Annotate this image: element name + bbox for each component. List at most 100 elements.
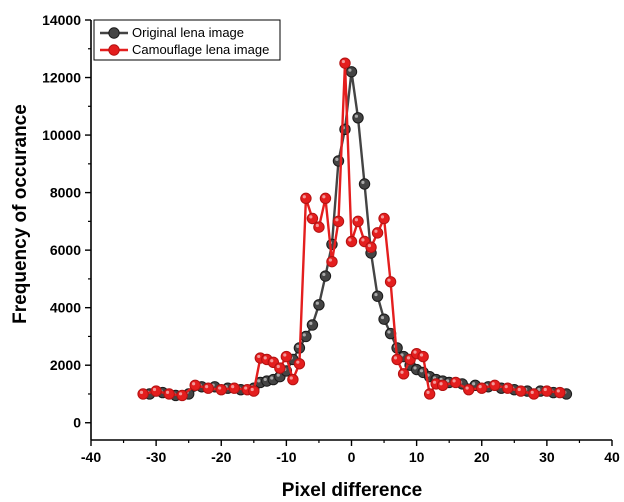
marker-highlight — [205, 385, 209, 389]
y-tick-label: 14000 — [42, 12, 81, 28]
series-camouflage-lena — [137, 57, 566, 402]
y-tick-label: 8000 — [50, 185, 81, 201]
marker-highlight — [250, 387, 254, 392]
marker-highlight — [517, 387, 521, 392]
marker-highlight — [302, 195, 306, 199]
x-tick-label: 20 — [474, 449, 490, 465]
marker-highlight — [315, 223, 319, 228]
data-point-camouflage-lena — [489, 379, 501, 392]
marker-highlight — [387, 278, 391, 282]
marker-highlight — [283, 353, 287, 357]
data-point-camouflage-lena — [319, 192, 332, 205]
data-point-camouflage-lena — [450, 376, 462, 389]
marker-highlight — [387, 330, 391, 334]
marker-highlight — [263, 377, 267, 382]
marker-highlight — [315, 301, 319, 305]
marker-highlight — [296, 360, 300, 364]
data-point-original-lena — [306, 319, 319, 331]
y-axis-title: Frequency of occurance — [10, 104, 31, 324]
x-tick-label: 40 — [604, 449, 620, 465]
data-point-camouflage-lena — [339, 57, 351, 69]
marker-highlight — [322, 272, 326, 277]
data-point-camouflage-lena — [326, 255, 338, 268]
data-point-camouflage-lena — [528, 388, 540, 400]
marker-highlight — [218, 386, 222, 390]
legend-label-original: Original lena image — [132, 25, 244, 40]
data-point-camouflage-lena — [397, 368, 410, 380]
marker-highlight — [419, 369, 424, 373]
marker-highlight — [231, 385, 235, 389]
marker-highlight — [432, 380, 437, 384]
y-tick-label: 2000 — [50, 357, 81, 373]
marker-highlight — [192, 382, 196, 386]
data-point-camouflage-lena — [215, 383, 227, 396]
y-tick-label: 12000 — [42, 70, 81, 86]
marker-highlight — [270, 376, 274, 380]
y-tick-label: 0 — [73, 415, 81, 431]
data-point-original-lena — [358, 178, 371, 190]
marker-highlight — [309, 215, 313, 219]
marker-highlight — [348, 68, 352, 72]
data-point-camouflage-lena — [502, 382, 514, 394]
marker-highlight — [152, 387, 157, 392]
marker-highlight — [296, 344, 300, 348]
marker-highlight — [178, 392, 183, 396]
marker-highlight — [419, 353, 424, 357]
marker-highlight — [328, 258, 332, 262]
marker-highlight — [530, 390, 534, 394]
y-tick-label: 4000 — [50, 300, 81, 316]
marker-highlight — [380, 215, 385, 219]
marker-highlight — [348, 238, 352, 242]
data-point-camouflage-lena — [554, 386, 566, 399]
data-point-camouflage-lena — [541, 385, 553, 397]
x-tick-label: 10 — [409, 449, 425, 465]
legend-marker-camouflage — [108, 44, 120, 56]
y-tick-label: 10000 — [42, 127, 81, 143]
data-point-original-lena — [313, 299, 325, 311]
marker-highlight — [413, 350, 417, 354]
marker-highlight — [478, 385, 482, 389]
marker-highlight — [439, 382, 443, 386]
data-point-camouflage-lena — [352, 215, 364, 228]
marker-highlight — [354, 114, 359, 118]
marker-highlight — [276, 364, 280, 369]
data-point-camouflage-lena — [332, 215, 345, 228]
marker-highlight — [367, 244, 372, 248]
marker-highlight — [413, 366, 417, 370]
data-point-original-lena — [371, 290, 384, 302]
data-point-camouflage-lena — [280, 350, 293, 363]
data-point-camouflage-lena — [287, 373, 299, 386]
legend-label-camouflage: Camouflage lena image — [132, 42, 269, 57]
marker-highlight — [139, 390, 144, 394]
marker-highlight — [257, 379, 261, 383]
data-point-camouflage-lena — [306, 212, 319, 225]
marker-highlight — [406, 356, 411, 360]
legend: Original lena image Camouflage lena imag… — [93, 19, 281, 61]
data-point-camouflage-lena — [365, 241, 377, 253]
marker-highlight — [393, 356, 398, 360]
data-point-original-lena — [378, 313, 390, 325]
data-point-original-lena — [352, 112, 364, 124]
data-point-camouflage-lena — [189, 379, 201, 392]
data-point-camouflage-lena — [300, 192, 312, 205]
marker-highlight — [322, 195, 326, 199]
marker-highlight — [270, 359, 274, 363]
legend-box — [93, 19, 281, 61]
marker-highlight — [361, 180, 365, 184]
data-point-camouflage-lena — [423, 388, 436, 400]
data-point-camouflage-lena — [202, 382, 214, 394]
marker-highlight — [426, 390, 430, 394]
x-tick-label: -30 — [146, 449, 166, 465]
data-point-camouflage-lena — [274, 362, 286, 374]
marker-highlight — [465, 386, 469, 390]
data-point-camouflage-lena — [515, 385, 527, 397]
marker-highlight — [504, 385, 508, 389]
data-point-original-lena — [300, 330, 312, 343]
marker-highlight — [374, 292, 378, 297]
marker-highlight — [400, 370, 404, 374]
marker-highlight — [289, 376, 293, 380]
data-point-camouflage-lena — [313, 221, 325, 233]
marker-highlight — [472, 382, 476, 386]
plot-area: -40 -30 -20 -10 0 10 20 30 40 0 2000 4000 6000 8000 10… — [42, 12, 620, 465]
